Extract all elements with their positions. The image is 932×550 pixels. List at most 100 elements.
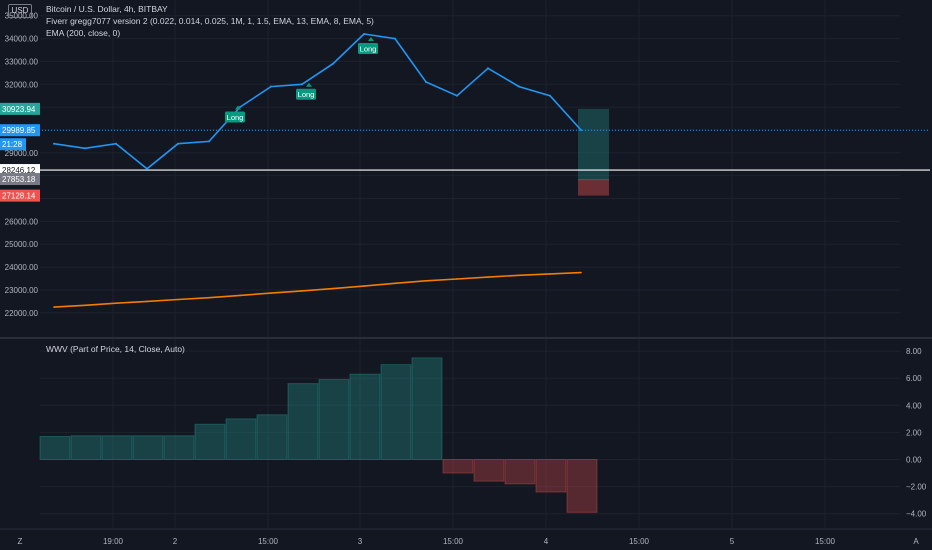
time-axis-label: 5 (730, 537, 735, 546)
wwv-up-bar[interactable] (101, 435, 133, 461)
long-signal-marker[interactable]: Long (296, 82, 316, 100)
time-axis-label: 15:00 (629, 537, 650, 546)
long-signal-marker[interactable]: Long (225, 105, 245, 123)
price-point (53, 142, 55, 145)
ema-point (363, 285, 365, 287)
ema-point (425, 280, 427, 282)
stop-loss-zone[interactable] (578, 179, 609, 196)
long-signal-label: Long (227, 113, 244, 122)
wwv-up-bar[interactable] (318, 379, 350, 460)
price-axis-tick: 32000.00 (5, 80, 39, 89)
wwv-axis-tick: 0.00 (906, 456, 922, 465)
wwv-axis-tick: 8.00 (906, 347, 922, 356)
ema-point (549, 273, 551, 275)
time-axis-label: 4 (544, 537, 549, 546)
price-badge-label: 30923.94 (2, 105, 36, 114)
wwv-up-bar[interactable] (256, 414, 288, 461)
wwv-up-bar[interactable] (349, 373, 381, 461)
wwv-up-bar[interactable] (411, 357, 443, 460)
ema-point (518, 274, 520, 277)
price-point (208, 140, 210, 143)
price-point (394, 37, 396, 40)
ema-point (394, 282, 396, 285)
price-badge[interactable] (0, 124, 40, 137)
long-signal-arrow (306, 82, 312, 87)
long-signal-label: Long (360, 44, 377, 53)
wwv-up-bar[interactable] (39, 435, 71, 460)
price-badge[interactable] (0, 138, 26, 151)
symbol-legend[interactable]: Bitcoin / U.S. Dollar, 4h, BITBAY (46, 4, 168, 14)
long-signal-box (296, 88, 316, 100)
price-axis-tick: 33000.00 (5, 57, 39, 66)
price-point (363, 32, 365, 35)
price-badge-label: 27853.18 (2, 175, 36, 184)
ema-point (580, 271, 582, 274)
price-point (332, 62, 334, 65)
price-badge-label: 21:28 (2, 140, 23, 149)
price-line[interactable] (53, 33, 582, 170)
strategy-legend[interactable]: Fiverr gregg7077 version 2 (0.022, 0.014… (46, 16, 374, 26)
price-point (177, 142, 179, 145)
ema-point (84, 304, 86, 307)
price-axis-tick: 34000.00 (5, 35, 39, 44)
long-signal-label: Long (298, 90, 315, 99)
ema-point (301, 290, 303, 292)
price-point (487, 67, 489, 70)
wwv-axis-tick: −2.00 (906, 483, 927, 492)
price-point (146, 167, 148, 170)
price-axis-tick: 26000.00 (5, 217, 39, 226)
wwv-down-bar[interactable] (566, 459, 598, 513)
ema-legend[interactable]: EMA (200, close, 0) (46, 28, 121, 38)
long-signal-box (225, 111, 245, 123)
time-axis-label: 3 (358, 537, 363, 546)
time-axis-label: 15:00 (815, 537, 836, 546)
price-point (549, 94, 551, 97)
wwv-axis-tick: 4.00 (906, 401, 922, 410)
wwv-up-bar[interactable] (287, 383, 319, 460)
price-axis-tick: 25000.00 (5, 240, 39, 249)
ema-point (456, 278, 458, 280)
wwv-down-bar[interactable] (504, 459, 536, 485)
price-point (270, 85, 272, 88)
ema-point (208, 296, 210, 299)
wwv-up-bar[interactable] (380, 364, 412, 460)
price-badge-label: 28246.12 (2, 166, 36, 175)
price-axis-tick: 35000.00 (5, 12, 39, 21)
wwv-down-bar[interactable] (473, 459, 505, 482)
wwv-legend[interactable]: WWV (Part of Price, 14, Close, Auto) (46, 344, 185, 354)
wwv-down-bar[interactable] (535, 459, 567, 493)
price-axis-tick: 22000.00 (5, 309, 39, 318)
wwv-down-bar[interactable] (442, 459, 474, 474)
currency-badge[interactable]: USD (8, 4, 32, 18)
time-axis-label: 15:00 (258, 537, 279, 546)
ema-point (115, 302, 117, 305)
wwv-up-bar[interactable] (70, 435, 102, 461)
wwv-up-bar[interactable] (194, 423, 226, 460)
corner-right-button: A (913, 537, 919, 546)
long-signal-marker[interactable]: Long (358, 36, 378, 54)
ema-point (177, 298, 179, 301)
price-badge[interactable] (0, 102, 40, 115)
wwv-up-bar[interactable] (163, 435, 195, 461)
long-signal-arrow (235, 105, 241, 110)
wwv-up-bar[interactable] (132, 435, 164, 461)
price-point (425, 80, 427, 83)
time-axis-label: 19:00 (103, 537, 124, 546)
price-badge-label: 27128.14 (2, 192, 36, 201)
price-badge[interactable] (0, 189, 40, 202)
time-axis-label: 2 (173, 537, 178, 546)
wwv-up-bar[interactable] (225, 418, 257, 461)
ema-line[interactable] (53, 271, 582, 308)
ema-point (146, 300, 148, 303)
price-badge-label: 29989.85 (2, 126, 36, 135)
time-axis-label: 15:00 (443, 537, 464, 546)
price-badge[interactable] (0, 173, 40, 186)
price-axis-tick: 29000.00 (5, 149, 39, 158)
long-signal-arrow (368, 36, 374, 41)
price-axis-tick: 24000.00 (5, 263, 39, 272)
price-point (84, 147, 86, 150)
take-profit-zone[interactable] (578, 108, 609, 181)
price-axis-tick: 23000.00 (5, 286, 39, 295)
